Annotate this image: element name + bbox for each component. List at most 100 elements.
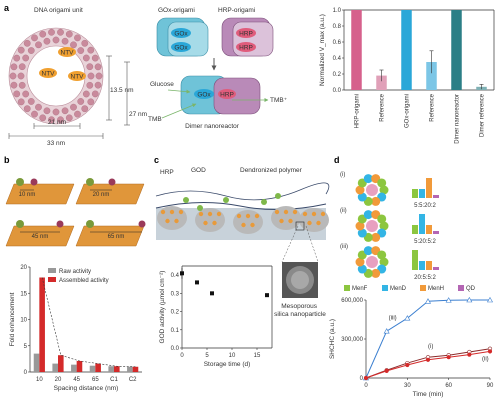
d-xtick-label: 90 [487,383,494,389]
c-hrp-label: HRP [160,169,174,176]
d-series-label: (iii) [389,316,397,322]
c-polymer-label: Dendronized polymer [240,167,303,174]
c-ytick-label: 0.2 [171,310,180,316]
c-ytick-label: 0.0 [171,346,180,352]
enzyme-particle [254,213,260,219]
hrp-enzyme [183,197,189,203]
d-point [425,357,431,362]
enzyme-gox [16,220,24,228]
ratio-bar [433,267,439,270]
b-category-label: 45 [73,377,80,383]
spacing-label: 20 nm [93,192,110,198]
origami-bead [81,39,89,47]
enzyme-subunit [357,192,367,202]
panel-a-label: a [4,3,10,13]
gox-origami-title: GOx-origami [158,7,195,14]
d-legend-label: MenF [352,286,368,292]
gox-label-2: GOx [174,45,188,52]
origami-bead [94,81,102,89]
a-bar [401,10,412,90]
dimer-gox: GOx [197,92,211,99]
origami-bead [91,54,99,62]
origami-bead [74,110,81,118]
enzyme-particle [178,209,184,215]
origami-bead [31,110,38,118]
enzyme-gox [16,178,24,186]
ratio-label: 20:5:5:2 [414,275,436,281]
d-xtick-label: 30 [404,383,411,389]
a-category-label: Reference [380,93,386,121]
d-ylabel: SHCHC (a.u.) [329,319,336,359]
origami-bead [74,34,81,42]
c-ytick-label: 0.1 [171,328,180,334]
b-category-label: 20 [55,377,62,383]
ntv-blobs: NTV NTV NTV [39,47,86,81]
origami-bead [22,90,30,98]
ratio-bar [412,225,418,234]
enzyme-subunit [377,250,387,260]
enzyme-particle [302,211,308,217]
dimer-hrp: HRP [220,92,234,99]
origami-bead [87,72,95,80]
origami-bead [87,46,95,54]
origami-bead [48,28,55,36]
spacing-label: 45 nm [32,234,49,240]
enzyme-particle [160,209,166,215]
origami-bead [82,90,90,98]
d-roman-label: (i) [340,172,345,178]
a-category-label: HRP-origami [355,94,361,128]
c-point [265,293,269,298]
a-ytick-label: 0.8 [333,24,342,30]
chart-shchc: 0 300,000 600,000 0 30 60 90 SHCHC (a.u.) Time (… [329,296,494,398]
b-bar [76,360,83,372]
a-ytick-label: 0.4 [333,56,342,62]
enzyme-particle [320,211,326,217]
d-point [384,368,389,373]
origami-bead [22,54,30,62]
b-ylabel: Fold enhancement [9,292,16,346]
dimer-nanoreactor: GOx HRP [180,75,261,115]
silica-polymer-illustration [155,182,330,240]
enzyme-particle [165,218,170,224]
d-point [466,296,473,303]
origami-bead [94,63,102,71]
origami-bead [10,63,18,71]
silica-particle-blob [271,206,301,230]
ratio-bar [433,231,439,234]
ratio-bar [412,189,418,198]
a-category-label: Dimer nanoreactor [455,94,461,144]
enzyme-subunit [377,178,387,188]
gox-label-1: GOx [174,31,188,38]
origami-bead [77,47,85,54]
d-point [363,375,369,381]
origami-bead [13,54,21,62]
origami-bead [43,37,51,45]
origami-bead [77,98,85,105]
d-point [487,349,493,354]
b-category-label: C2 [129,377,137,383]
enzyme-subunit [371,196,381,206]
ratio-bar [426,178,432,198]
origami-bead [61,37,69,45]
enzyme-particle [174,218,179,224]
d-ytick-label: 300,000 [341,337,363,343]
origami-bead [87,98,95,106]
silica-zoom-lines [281,225,319,263]
hrp-origami: HRP HRP [221,17,274,57]
d-point [404,315,411,321]
enzyme-particle [216,211,222,217]
ratio-bar [419,261,425,270]
a-bar [451,10,462,90]
origami-bead [35,41,42,49]
origami-bead [70,41,77,49]
d-point [424,298,432,304]
d-point [486,296,494,303]
silica-particle-blob [195,208,225,232]
panel-c-label: c [154,155,159,165]
enzyme-particle [236,213,242,219]
b-bar [39,277,45,372]
d-legend-swatch [344,285,350,291]
enzyme-subunit [363,174,373,184]
b-bar [114,366,120,372]
enzyme-subunit [377,214,387,224]
